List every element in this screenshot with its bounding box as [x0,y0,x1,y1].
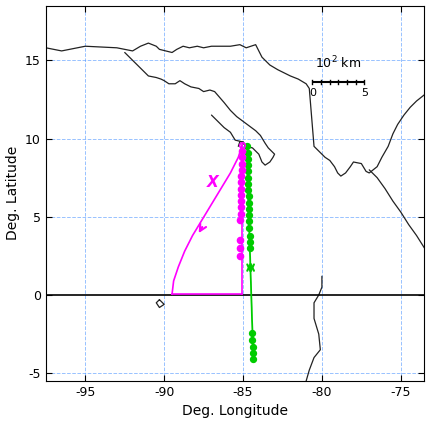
Point [249,329,255,336]
Point [245,168,252,175]
Point [246,232,253,239]
Point [246,212,252,219]
Point [250,356,257,363]
Point [246,245,253,251]
Point [244,156,251,162]
Text: 0: 0 [309,88,316,98]
Y-axis label: Deg. Latitude: Deg. Latitude [6,146,19,240]
Point [238,185,245,192]
Point [238,160,245,167]
Point [246,224,253,231]
Point [246,206,252,212]
Point [245,187,252,193]
Point [237,204,244,211]
Text: $10^2$ km: $10^2$ km [315,55,362,71]
Point [238,173,245,179]
Point [238,179,245,186]
Point [237,252,243,259]
Point [245,181,252,187]
Point [244,143,251,150]
Point [239,148,246,154]
Point [238,167,245,173]
Point [245,193,252,200]
Point [244,162,251,168]
Point [245,174,252,181]
Point [237,210,244,217]
Point [244,149,251,156]
Point [237,192,244,198]
Point [246,238,253,245]
Point [239,154,246,161]
Point [249,349,256,356]
Point [237,217,244,223]
Text: X: X [207,175,219,190]
X-axis label: Deg. Longitude: Deg. Longitude [182,404,288,418]
Point [245,199,252,206]
Point [246,218,253,225]
Point [249,337,256,344]
Text: 5: 5 [361,88,368,98]
Point [237,245,243,251]
Point [237,237,244,244]
Point [249,343,256,350]
Point [237,198,244,204]
